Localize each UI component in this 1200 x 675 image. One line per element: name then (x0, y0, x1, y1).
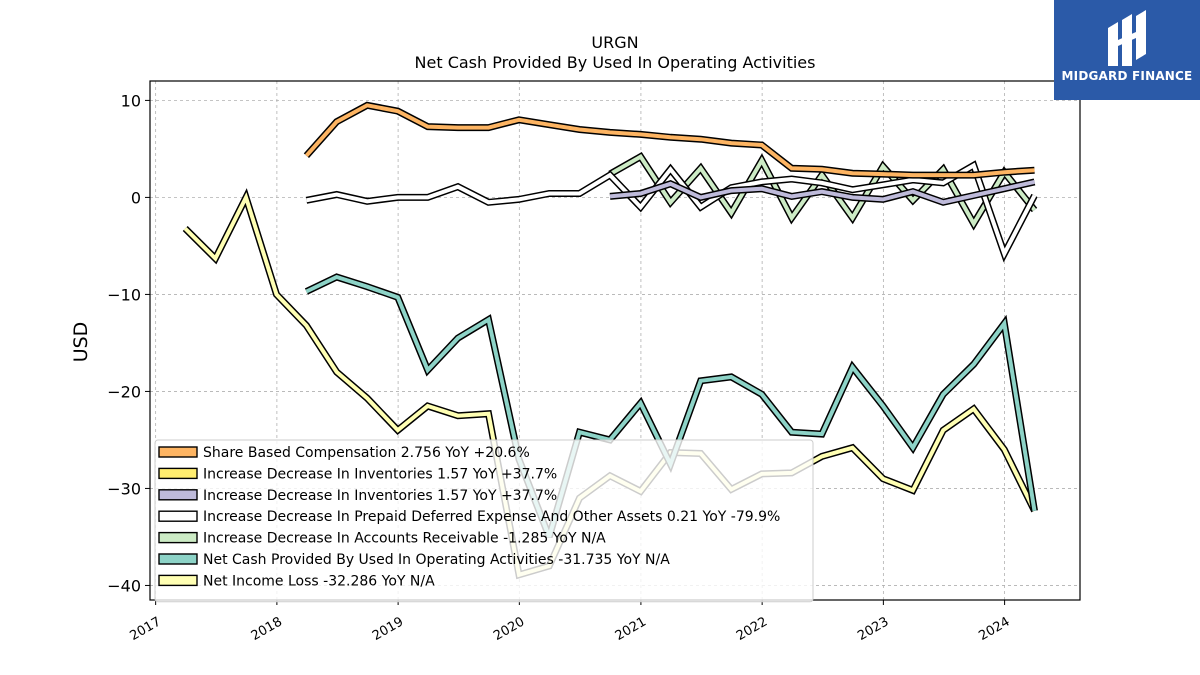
midgard-logo-icon (1108, 10, 1146, 66)
legend-swatch (158, 553, 198, 565)
legend-label: Net Cash Provided By Used In Operating A… (203, 552, 670, 568)
legend-item: Share Based Compensation 2.756 YoY +20.6… (158, 445, 530, 461)
y-tick-label: −10 (107, 285, 141, 304)
series-line (304, 103, 1035, 178)
series-line (609, 179, 1035, 205)
series-share-based-compensation (303, 101, 1035, 179)
legend-label: Increase Decrease In Accounts Receivable… (203, 531, 606, 547)
series-line (306, 162, 1037, 259)
x-tick-label: 2017 (127, 614, 163, 644)
brand-badge: MIDGARD FINANCE (1054, 0, 1200, 100)
x-tick-label: 2024 (976, 614, 1012, 644)
legend-item: Net Income Loss -32.286 YoY N/A (158, 573, 435, 589)
legend-swatch (158, 531, 198, 544)
legend-label: Increase Decrease In Prepaid Deferred Ex… (203, 509, 780, 525)
legend-label: Increase Decrease In Inventories 1.57 Yo… (203, 488, 557, 504)
y-tick-label: −30 (107, 479, 141, 498)
legend-swatch (158, 574, 198, 587)
y-tick-label: 0 (131, 188, 141, 207)
series-increase-decrease-in-prepaid-deferred-expense-and-other-assets (305, 160, 1038, 263)
legend-swatch (158, 467, 198, 480)
legend-label: Increase Decrease In Inventories 1.57 Yo… (203, 466, 557, 482)
x-tick-label: 2018 (249, 614, 285, 644)
series-increase-decrease-in-inventories (609, 178, 1036, 206)
legend-item: Increase Decrease In Accounts Receivable… (158, 531, 606, 547)
chart-subtitle: Net Cash Provided By Used In Operating A… (415, 53, 816, 72)
x-tick-label: 2023 (855, 614, 891, 644)
x-tick-label: 2022 (734, 614, 770, 644)
legend-label: Share Based Compensation 2.756 YoY +20.6… (203, 445, 530, 461)
legend: Share Based Compensation 2.756 YoY +20.6… (154, 439, 814, 603)
x-tick-label: 2020 (491, 614, 527, 644)
legend-swatch (158, 510, 198, 522)
y-tick-label: −40 (107, 576, 141, 595)
brand-name: MIDGARD FINANCE (1061, 69, 1193, 83)
legend-swatch (158, 446, 198, 458)
legend-item: Increase Decrease In Inventories 1.57 Yo… (158, 488, 557, 504)
y-tick-label: 10 (121, 91, 141, 110)
legend-item: Net Cash Provided By Used In Operating A… (158, 552, 670, 568)
y-tick-label: −20 (107, 382, 141, 401)
legend-item: Increase Decrease In Inventories 1.57 Yo… (158, 466, 557, 482)
x-tick-label: 2021 (613, 614, 649, 644)
chart-title: URGN (591, 33, 638, 52)
legend-item: Increase Decrease In Prepaid Deferred Ex… (158, 509, 780, 525)
y-axis-label: USD (70, 322, 92, 363)
legend-box (154, 439, 814, 603)
legend-swatch (158, 489, 198, 501)
legend-label: Net Income Loss -32.286 YoY N/A (203, 573, 435, 589)
x-tick-label: 2019 (370, 614, 406, 644)
